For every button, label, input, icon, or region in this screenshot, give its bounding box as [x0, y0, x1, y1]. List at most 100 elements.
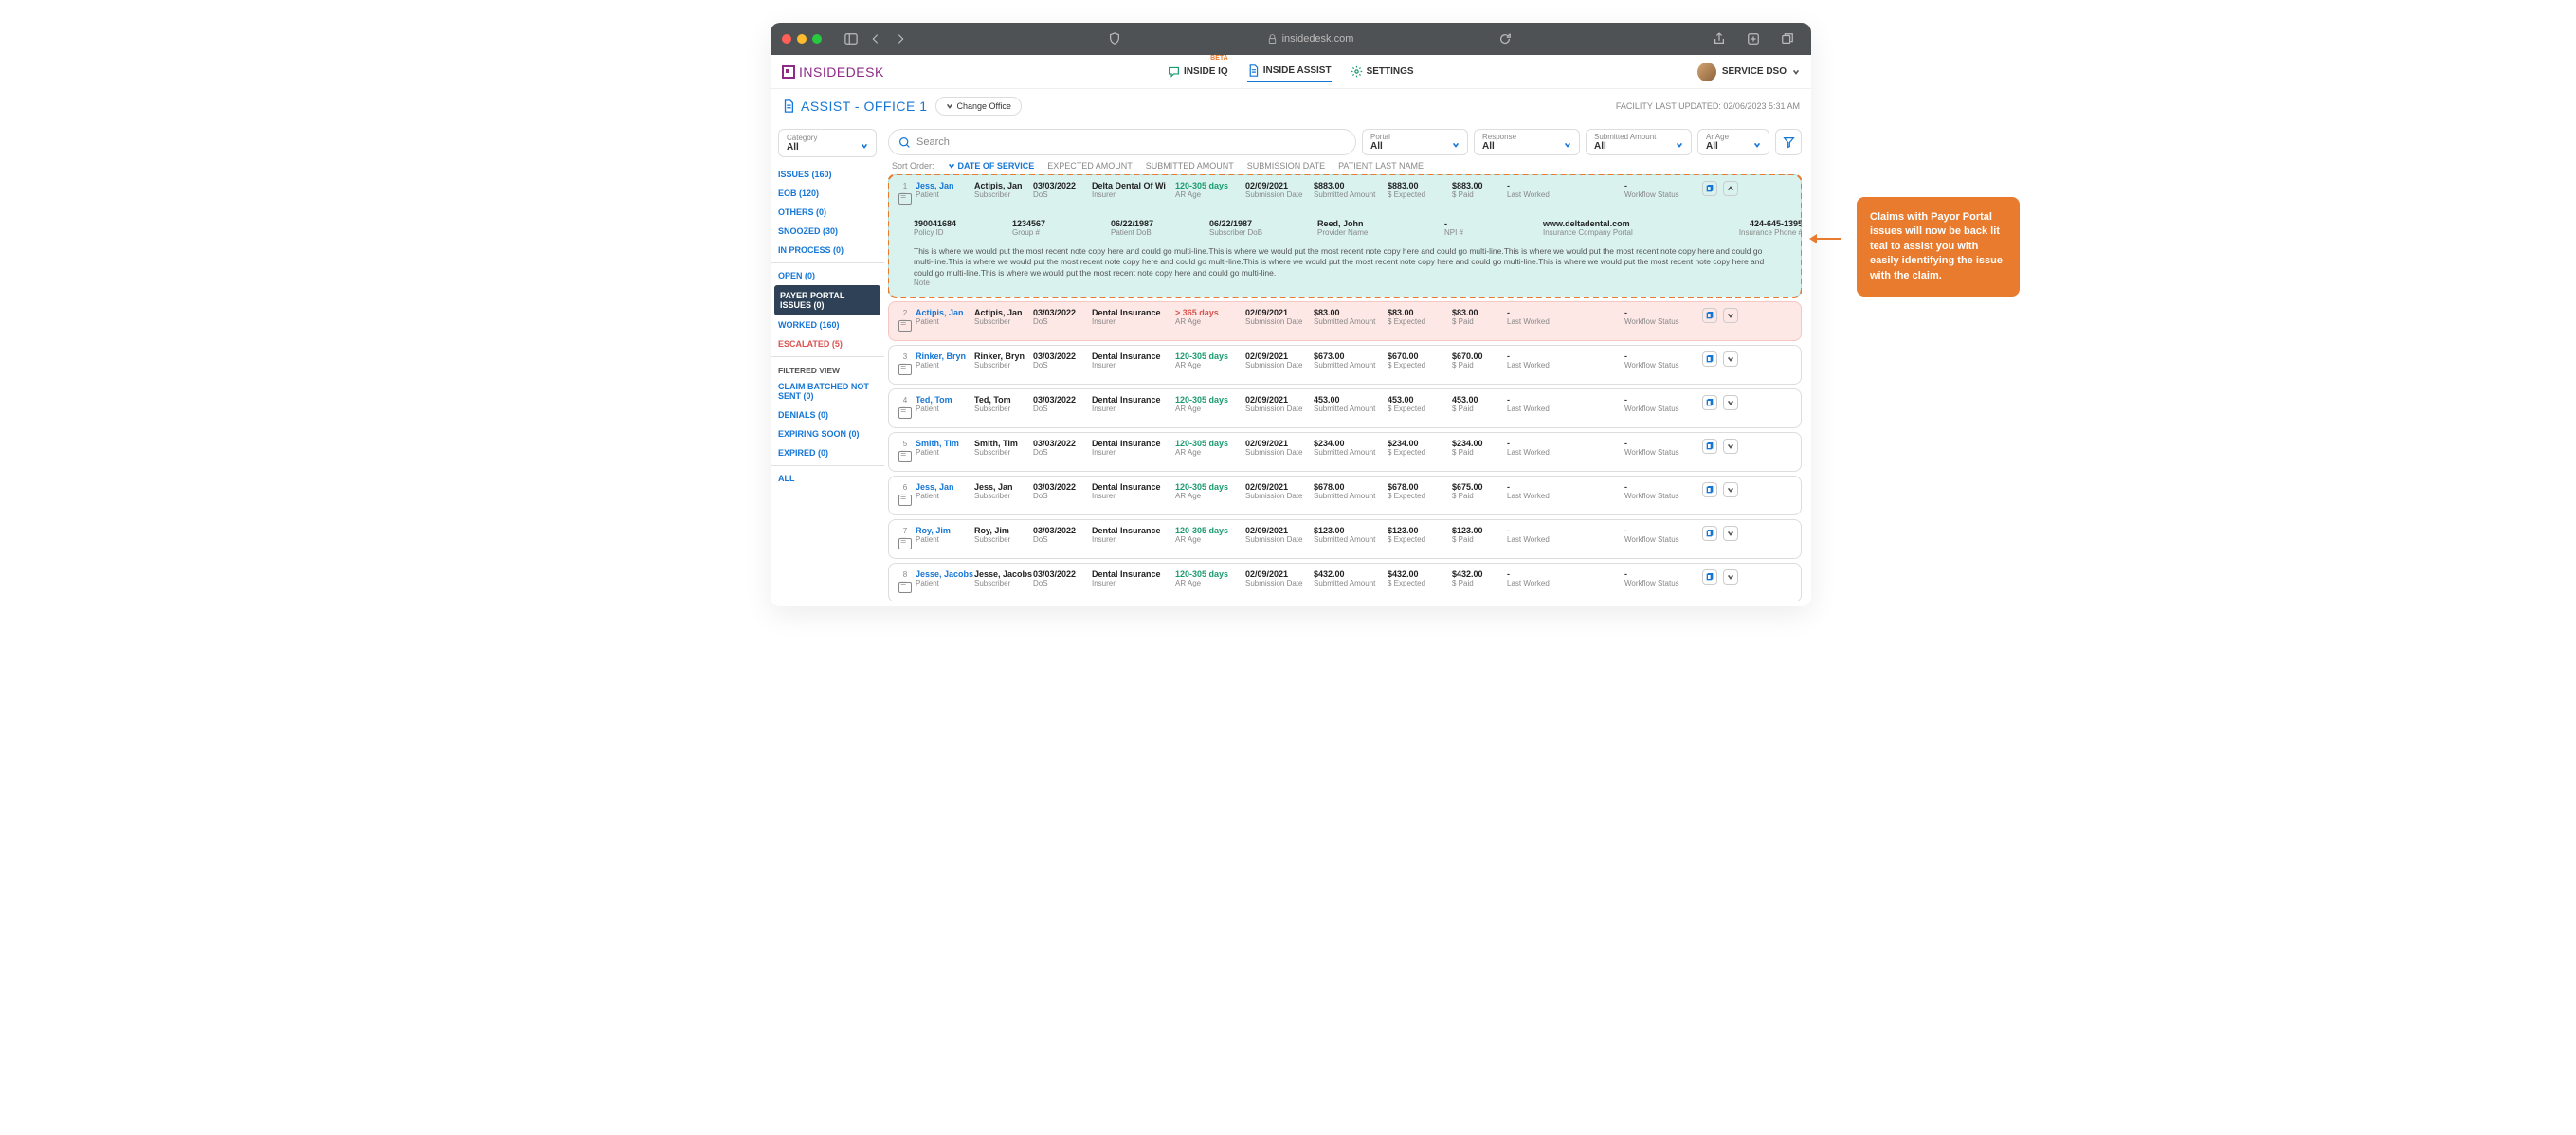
share-icon[interactable]	[1713, 32, 1726, 45]
expand-toggle[interactable]	[1723, 569, 1738, 585]
sidebar-item[interactable]: EXPIRING SOON (0)	[774, 424, 880, 443]
sidebar-item[interactable]: CLAIM BATCHED NOT SENT (0)	[774, 377, 880, 405]
patient-name[interactable]: Jesse, Jacobs	[916, 569, 974, 579]
sort-expected-amount[interactable]: EXPECTED AMOUNT	[1047, 161, 1133, 171]
detail-icon[interactable]	[898, 407, 912, 419]
patient-name[interactable]: Ted, Tom	[916, 395, 974, 405]
copy-button[interactable]	[1702, 351, 1717, 367]
minimize-window-button[interactable]	[797, 34, 807, 44]
patient-name[interactable]: Actipis, Jan	[916, 308, 974, 317]
submitted-amount: $673.00	[1314, 351, 1388, 361]
detail-icon[interactable]	[898, 582, 912, 593]
sort-date-of-service[interactable]: DATE OF SERVICE	[948, 161, 1035, 171]
claim-card[interactable]: 5 Smith, TimPatient Smith, TimSubscriber…	[888, 432, 1802, 472]
expand-toggle[interactable]	[1723, 439, 1738, 454]
claim-card[interactable]: 3 Rinker, BrynPatient Rinker, BrynSubscr…	[888, 345, 1802, 385]
sidebar-item[interactable]: EXPIRED (0)	[774, 443, 880, 462]
detail-icon[interactable]	[898, 193, 912, 205]
patient-name[interactable]: Roy, Jim	[916, 526, 974, 535]
copy-button[interactable]	[1702, 482, 1717, 497]
tab-inside-assist[interactable]: INSIDE ASSIST	[1247, 61, 1332, 82]
user-menu[interactable]: SERVICE DSO	[1697, 63, 1800, 81]
sidebar-item[interactable]: OTHERS (0)	[774, 203, 880, 222]
paid-amount: $123.00	[1452, 526, 1507, 535]
detail-icon[interactable]	[898, 495, 912, 506]
sort-patient-last-name[interactable]: PATIENT LAST NAME	[1338, 161, 1424, 171]
patient-name[interactable]: Jess, Jan	[916, 482, 974, 492]
detail-icon[interactable]	[898, 538, 912, 549]
filter-response[interactable]: ResponseAll	[1474, 129, 1580, 155]
expand-toggle[interactable]	[1723, 351, 1738, 367]
maximize-window-button[interactable]	[812, 34, 822, 44]
nav-forward-icon[interactable]	[894, 32, 907, 45]
claim-number: 6	[895, 482, 916, 492]
sidebar-item[interactable]: EOB (120)	[774, 184, 880, 203]
refresh-icon[interactable]	[1498, 32, 1512, 45]
close-window-button[interactable]	[782, 34, 791, 44]
url-bar[interactable]: insidedesk.com	[1127, 33, 1493, 45]
claim-card[interactable]: 7 Roy, JimPatient Roy, JimSubscriber 03/…	[888, 519, 1802, 559]
select-value: All	[787, 142, 799, 153]
copy-button[interactable]	[1702, 181, 1717, 196]
date-of-service: 03/03/2022	[1033, 308, 1092, 317]
lock-icon	[1266, 33, 1279, 45]
expand-toggle[interactable]	[1723, 526, 1738, 541]
sort-submission-date[interactable]: SUBMISSION DATE	[1247, 161, 1325, 171]
expand-toggle[interactable]	[1723, 181, 1738, 196]
filter-submitted-amount[interactable]: Submitted AmountAll	[1586, 129, 1692, 155]
claim-number: 5	[895, 439, 916, 448]
sidebar-item[interactable]: PAYER PORTAL ISSUES (0)	[774, 285, 880, 315]
sidebar-item[interactable]: ESCALATED (5)	[774, 334, 880, 353]
patient-name[interactable]: Jess, Jan	[916, 181, 974, 190]
patient-name[interactable]: Rinker, Bryn	[916, 351, 974, 361]
sidebar-toggle-icon[interactable]	[844, 32, 858, 45]
claim-card[interactable]: 1 Jess, JanPatient Actipis, JanSubscribe…	[888, 174, 1802, 297]
new-tab-icon[interactable]	[1747, 32, 1760, 45]
copy-button[interactable]	[1702, 526, 1717, 541]
sidebar-item[interactable]: OPEN (0)	[774, 266, 880, 285]
copy-button[interactable]	[1702, 569, 1717, 585]
change-office-button[interactable]: Change Office	[935, 97, 1022, 116]
expected-amount: $670.00	[1388, 351, 1452, 361]
chevron-down-icon	[946, 102, 953, 110]
category-select[interactable]: Category All	[778, 129, 877, 157]
detail-icon[interactable]	[898, 364, 912, 375]
expand-toggle[interactable]	[1723, 395, 1738, 410]
search-input[interactable]: Search	[888, 129, 1356, 155]
filter-portal[interactable]: PortalAll	[1362, 129, 1468, 155]
tab-inside-iq[interactable]: BETA INSIDE IQ	[1168, 61, 1228, 82]
sidebar-item[interactable]: WORKED (160)	[774, 315, 880, 334]
logo[interactable]: INSIDEDESK	[782, 64, 884, 80]
filter-button[interactable]	[1775, 129, 1802, 155]
claim-card[interactable]: 2 Actipis, JanPatient Actipis, JanSubscr…	[888, 301, 1802, 341]
claim-card[interactable]: 4 Ted, TomPatient Ted, TomSubscriber 03/…	[888, 388, 1802, 428]
user-label: SERVICE DSO	[1722, 66, 1787, 77]
submitted-amount: $432.00	[1314, 569, 1388, 579]
detail-icon[interactable]	[898, 320, 912, 332]
date-of-service: 03/03/2022	[1033, 569, 1092, 579]
sidebar-item-all[interactable]: ALL	[774, 469, 880, 488]
expand-toggle[interactable]	[1723, 308, 1738, 323]
claim-card[interactable]: 6 Jess, JanPatient Jess, JanSubscriber 0…	[888, 476, 1802, 515]
search-icon	[898, 136, 911, 149]
tabs-icon[interactable]	[1781, 32, 1794, 45]
detail-icon[interactable]	[898, 451, 912, 462]
filter-ar-age[interactable]: Ar AgeAll	[1697, 129, 1769, 155]
claim-card[interactable]: 8 Jesse, JacobsPatient Jesse, JacobsSubs…	[888, 563, 1802, 601]
claim-number: 7	[895, 526, 916, 535]
nav-back-icon[interactable]	[869, 32, 882, 45]
sidebar-item[interactable]: SNOOZED (30)	[774, 222, 880, 241]
chevron-down-icon	[1792, 68, 1800, 76]
sidebar-item[interactable]: ISSUES (160)	[774, 165, 880, 184]
sidebar-item[interactable]: DENIALS (0)	[774, 405, 880, 424]
tab-settings[interactable]: SETTINGS	[1351, 61, 1414, 82]
copy-button[interactable]	[1702, 308, 1717, 323]
copy-button[interactable]	[1702, 439, 1717, 454]
sort-submitted-amount[interactable]: SUBMITTED AMOUNT	[1146, 161, 1234, 171]
copy-button[interactable]	[1702, 395, 1717, 410]
sidebar-item[interactable]: IN PROCESS (0)	[774, 241, 880, 260]
shield-icon[interactable]	[1108, 32, 1121, 45]
patient-name[interactable]: Smith, Tim	[916, 439, 974, 448]
expand-toggle[interactable]	[1723, 482, 1738, 497]
page-title: ASSIST - OFFICE 1	[801, 99, 928, 114]
